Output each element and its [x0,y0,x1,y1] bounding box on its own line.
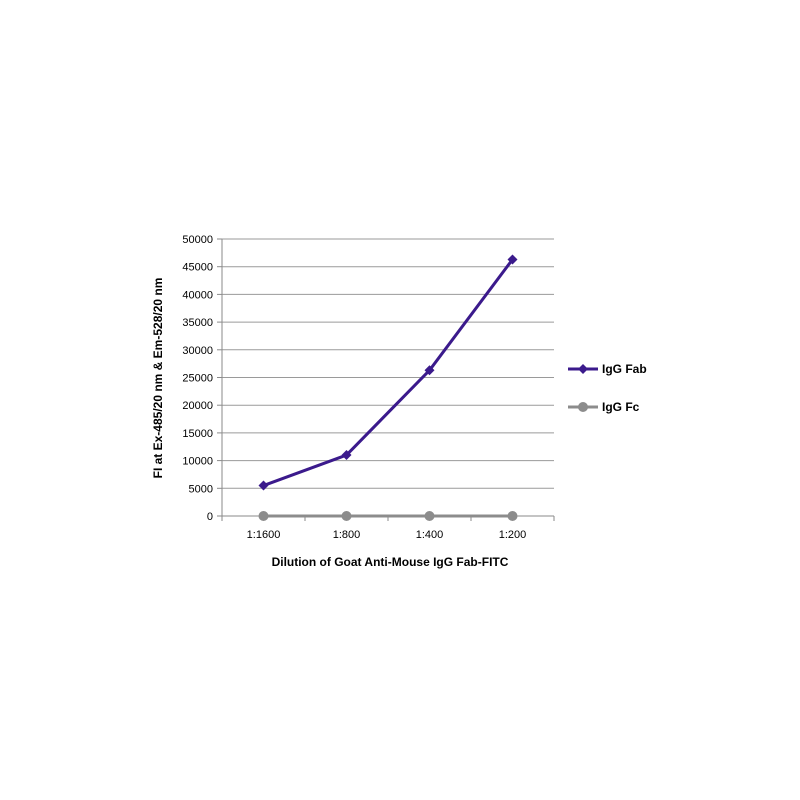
data-point [341,450,352,461]
y-tick-label: 30000 [182,345,213,357]
y-tick-label: 20000 [182,400,213,412]
series-line [262,258,514,487]
x-tick-label: 1:1600 [247,529,281,541]
y-tick-label: 40000 [182,289,213,301]
y-tick-label: 25000 [182,373,213,385]
gridlines [221,238,554,517]
legend-label: IgG Fc [602,400,640,414]
y-tick-label: 15000 [182,428,213,440]
y-tick-label: 0 [207,511,213,523]
data-point [258,511,269,521]
legend-marker [578,402,588,412]
series-lines [258,254,518,521]
x-tick-label: 1:800 [333,529,361,541]
x-axis-ticks: 1:1600 1:800 1:400 1:200 [221,516,555,541]
y-tick-label: 35000 [182,317,213,329]
legend-label: IgG Fab [602,362,647,376]
y-axis-ticks: 0 5000 10000 15000 20000 25000 30000 35000 40000… [182,234,222,523]
y-tick-label: 5000 [189,483,213,495]
y-tick-label: 50000 [182,234,213,246]
y-tick-label: 45000 [182,262,213,274]
y-axis-title: FI at Ex-485/20 nm & Em-528/20 nm [151,278,165,479]
legend: IgG Fab IgG Fc [568,362,647,414]
x-tick-label: 1:200 [499,529,527,541]
data-point [424,511,435,521]
data-point [507,254,518,265]
data-point [258,480,269,491]
x-tick-label: 1:400 [416,529,444,541]
y-tick-label: 10000 [182,456,213,468]
data-point [341,511,352,521]
x-axis-title: Dilution of Goat Anti-Mouse IgG Fab-FITC [272,555,509,569]
legend-marker [578,364,588,374]
data-point [424,365,435,376]
data-point [507,511,518,521]
